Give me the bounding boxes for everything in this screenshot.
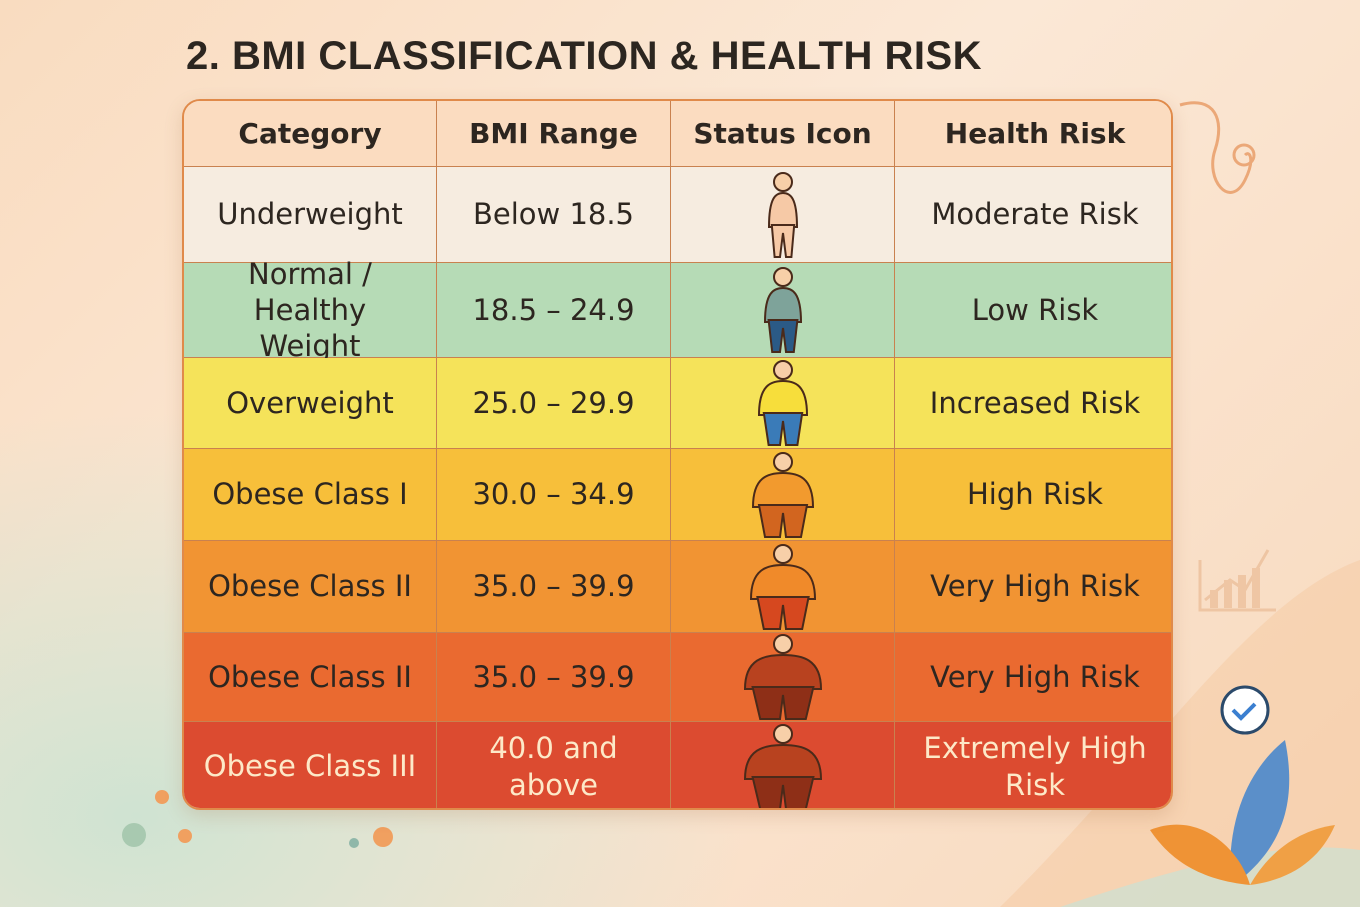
- status-icon: [763, 267, 802, 353]
- health-risk-cell: Moderate Risk: [895, 167, 1171, 263]
- column-header: Category: [184, 101, 437, 167]
- bmi-range-cell: 35.0 – 39.9: [437, 541, 671, 633]
- category-cell: Obese Class II: [184, 541, 437, 633]
- category-cell: Normal / Healthy Weight: [184, 257, 437, 363]
- health-risk-cell: High Risk: [895, 449, 1171, 541]
- status-icon-cell: [671, 633, 895, 722]
- bmi-range-cell: 40.0 and above: [437, 722, 671, 808]
- health-risk-cell: Extremely High Risk: [895, 722, 1171, 808]
- category-cell: Underweight: [184, 167, 437, 263]
- category-cell: Obese Class III: [184, 722, 437, 808]
- bmi-range-cell: 18.5 – 24.9: [437, 263, 671, 358]
- page-title: 2. BMI CLASSIFICATION & HEALTH RISK: [186, 34, 983, 78]
- status-icon-cell: [671, 449, 895, 541]
- health-risk-cell: Very High Risk: [895, 633, 1171, 722]
- bmi-range-cell: Below 18.5: [437, 167, 671, 263]
- status-icon: [743, 634, 822, 720]
- column-header: Status Icon: [671, 101, 895, 167]
- status-icon: [757, 360, 808, 446]
- status-icon: [743, 723, 822, 808]
- category-cell: Obese Class II: [184, 633, 437, 722]
- bmi-range-cell: 35.0 – 39.9: [437, 633, 671, 722]
- column-header: Health Risk: [895, 101, 1171, 167]
- bmi-table: Category BMI Range Status Icon Health Risk U…: [182, 99, 1173, 810]
- category-cell: Overweight: [184, 358, 437, 449]
- status-icon-cell: [671, 263, 895, 358]
- health-risk-cell: Increased Risk: [895, 358, 1171, 449]
- status-icon: [751, 451, 814, 538]
- status-icon-cell: [671, 722, 895, 808]
- status-icon-cell: [671, 541, 895, 633]
- status-icon-cell: [671, 167, 895, 263]
- health-risk-cell: Very High Risk: [895, 541, 1171, 633]
- health-risk-cell: Low Risk: [895, 263, 1171, 358]
- bmi-range-cell: 25.0 – 29.9: [437, 358, 671, 449]
- status-icon: [767, 171, 798, 258]
- column-header: BMI Range: [437, 101, 671, 167]
- category-cell: Obese Class I: [184, 449, 437, 541]
- bmi-range-cell: 30.0 – 34.9: [437, 449, 671, 541]
- status-icon: [749, 543, 816, 630]
- status-icon-cell: [671, 358, 895, 449]
